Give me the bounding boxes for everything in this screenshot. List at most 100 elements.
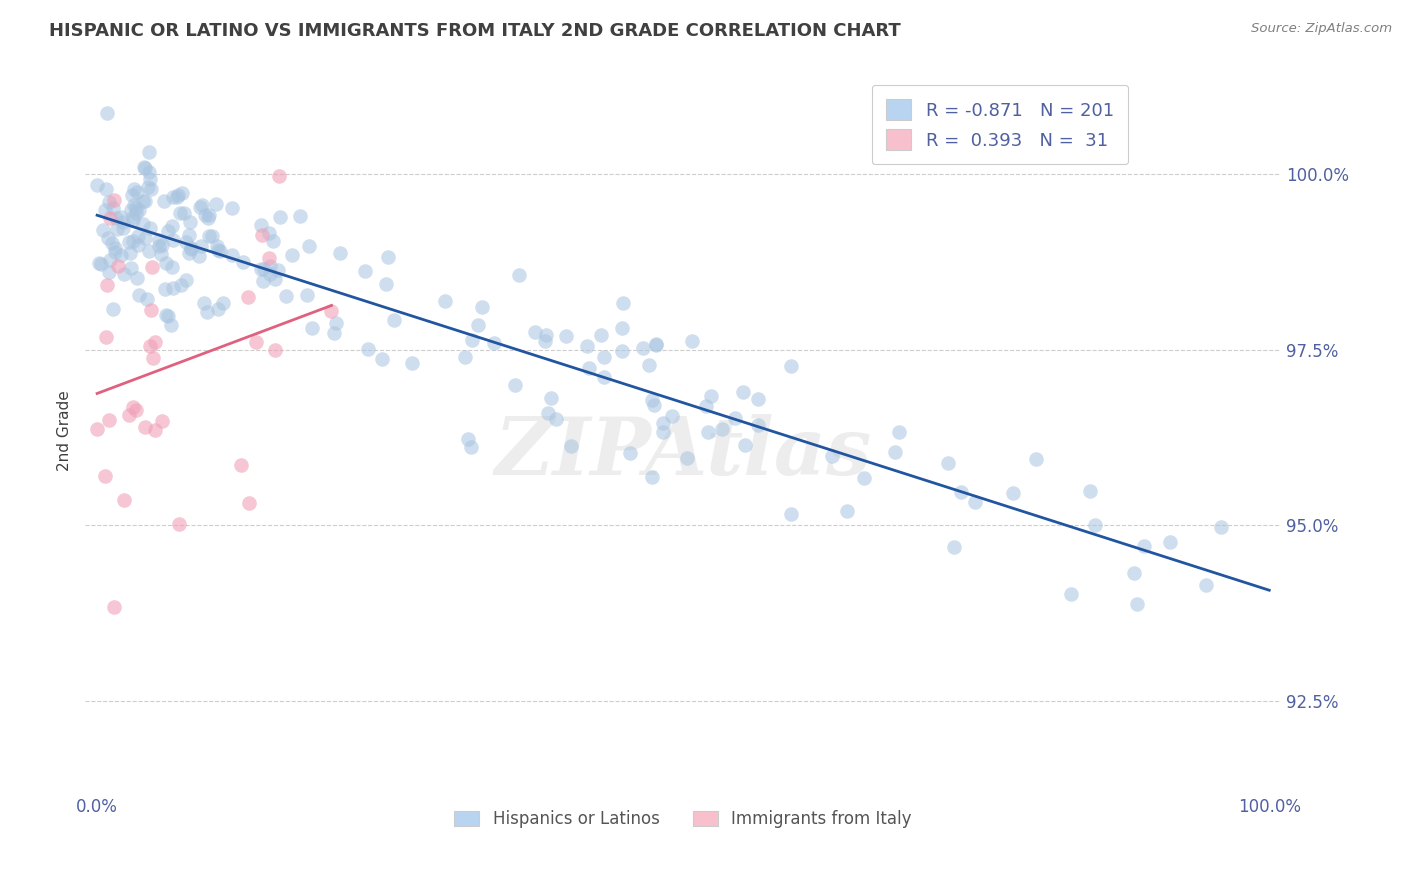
Point xyxy=(173,206,195,220)
Point xyxy=(86,421,108,435)
Point xyxy=(593,369,616,384)
Point xyxy=(96,277,118,292)
Point xyxy=(1002,486,1025,500)
Point xyxy=(142,351,165,366)
Point xyxy=(153,194,176,209)
Point xyxy=(118,245,141,260)
Point xyxy=(211,295,233,310)
Point xyxy=(127,228,149,243)
Point xyxy=(264,343,287,358)
Point xyxy=(128,202,150,217)
Point xyxy=(374,277,396,291)
Point xyxy=(589,327,612,342)
Point xyxy=(1025,451,1047,466)
Point xyxy=(122,400,145,414)
Point xyxy=(454,351,477,365)
Point xyxy=(197,208,219,222)
Point xyxy=(575,338,598,352)
Point xyxy=(87,256,110,270)
Point xyxy=(676,451,699,466)
Point xyxy=(105,222,128,236)
Point xyxy=(610,321,633,335)
Point xyxy=(96,182,118,196)
Point xyxy=(139,172,162,186)
Point xyxy=(229,458,252,473)
Point xyxy=(619,446,641,460)
Point xyxy=(143,423,166,437)
Point xyxy=(700,389,723,403)
Point xyxy=(125,206,148,220)
Point xyxy=(259,267,281,281)
Point xyxy=(166,190,188,204)
Point xyxy=(640,470,662,484)
Point xyxy=(534,334,557,348)
Point xyxy=(132,217,155,231)
Point xyxy=(710,421,733,435)
Point xyxy=(127,238,149,252)
Point xyxy=(112,267,135,281)
Point xyxy=(138,165,160,179)
Point xyxy=(631,341,654,355)
Point xyxy=(141,260,163,275)
Point xyxy=(1195,578,1218,592)
Point xyxy=(578,361,600,376)
Point xyxy=(131,194,153,209)
Point xyxy=(138,244,160,258)
Point xyxy=(120,260,142,275)
Point xyxy=(1060,587,1083,601)
Point xyxy=(134,420,156,434)
Point xyxy=(641,393,664,408)
Point xyxy=(321,304,343,318)
Point xyxy=(325,316,347,330)
Point xyxy=(612,296,634,310)
Point xyxy=(170,278,193,293)
Point xyxy=(121,187,143,202)
Point xyxy=(134,194,156,209)
Point xyxy=(190,238,212,252)
Point xyxy=(731,385,754,400)
Point xyxy=(323,326,346,341)
Point xyxy=(143,334,166,349)
Point xyxy=(936,456,959,470)
Point xyxy=(329,246,352,260)
Point xyxy=(544,412,567,426)
Point xyxy=(112,215,135,229)
Point xyxy=(197,211,219,225)
Point xyxy=(200,229,222,244)
Point xyxy=(103,600,125,615)
Point xyxy=(98,252,121,267)
Point xyxy=(382,313,405,327)
Point xyxy=(110,248,132,262)
Point xyxy=(162,219,184,233)
Point xyxy=(167,516,190,531)
Point xyxy=(132,160,155,174)
Point xyxy=(167,188,190,202)
Point xyxy=(467,318,489,332)
Point xyxy=(747,418,769,433)
Point xyxy=(103,193,125,207)
Point xyxy=(250,219,273,233)
Point xyxy=(179,215,201,229)
Point xyxy=(125,185,148,199)
Point xyxy=(259,259,281,273)
Point xyxy=(221,201,243,215)
Point xyxy=(460,440,482,454)
Point xyxy=(138,145,160,160)
Point xyxy=(950,485,973,500)
Point xyxy=(110,211,132,225)
Point xyxy=(232,255,254,269)
Point xyxy=(250,262,273,277)
Point xyxy=(1084,518,1107,533)
Point xyxy=(887,425,910,440)
Point xyxy=(821,449,844,463)
Point xyxy=(457,432,479,446)
Point xyxy=(371,352,394,367)
Point xyxy=(94,202,117,217)
Point xyxy=(120,202,142,217)
Point xyxy=(128,288,150,302)
Point xyxy=(696,425,718,439)
Point xyxy=(177,227,200,242)
Point xyxy=(86,178,108,192)
Point xyxy=(298,239,321,253)
Point xyxy=(160,318,183,333)
